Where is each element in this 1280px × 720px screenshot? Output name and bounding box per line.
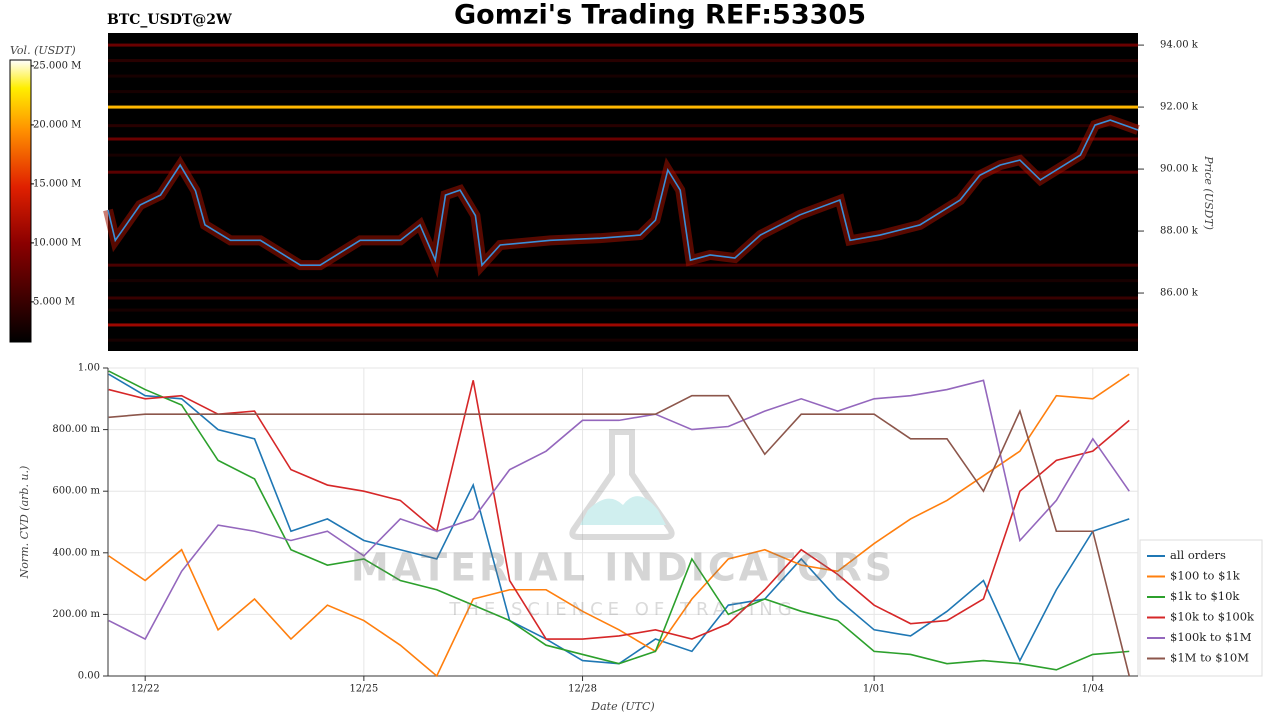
- heatmap-title: BTC_USDT@2W: [107, 12, 232, 28]
- price-axis-label: Price (USDT): [1202, 155, 1215, 230]
- colorbar: 5.000 M 10.000 M 15.000 M 20.000 M 25.000 M: [9, 59, 81, 343]
- liquidity-band: [108, 308, 1138, 312]
- colorbar-label: Vol. (USDT): [10, 44, 76, 57]
- price-tick-label: 90.00 k: [1160, 164, 1199, 175]
- legend-label: $1k to $10k: [1170, 589, 1240, 603]
- colorbar-tick-label: 15.000 M: [33, 178, 81, 189]
- cvd-axis-label: Norm. CVD (arb. u.): [18, 466, 31, 580]
- liquidity-band: [108, 105, 1138, 109]
- legend-label: $100k to $1M: [1170, 630, 1252, 644]
- x-tick-label: 12/25: [349, 684, 378, 695]
- liquidity-band: [108, 124, 1138, 128]
- x-tick-label: 1/01: [863, 684, 885, 695]
- cvd-line: [108, 370, 1130, 671]
- liquidity-band: [108, 296, 1138, 300]
- legend-label: $100 to $1k: [1170, 569, 1241, 583]
- price-tick-label: 86.00 k: [1160, 288, 1199, 299]
- cvd-line: [108, 380, 1130, 640]
- colorbar-tick-label: 25.000 M: [33, 60, 81, 71]
- legend-box: [1139, 539, 1263, 677]
- price-line: [107, 119, 1139, 267]
- price-tick-label: 92.00 k: [1160, 102, 1199, 113]
- y-tick-label: 1.00: [78, 363, 100, 374]
- page-title: Gomzi's Trading REF:53305: [454, 0, 866, 31]
- heatmap-background: [108, 33, 1138, 351]
- y-tick-label: 800.00 m: [52, 424, 100, 435]
- colorbar-tick-label: 20.000 M: [33, 119, 81, 130]
- colorbar-tick-label: 5.000 M: [33, 296, 75, 307]
- watermark-liquid: [580, 496, 666, 525]
- liquidity-band: [108, 338, 1138, 342]
- y-tick-label: 0.00: [78, 671, 100, 682]
- liquidity-band: [108, 43, 1138, 47]
- liquidity-band: [108, 323, 1138, 327]
- cvd-line: [108, 373, 1130, 678]
- cvd-layer: 0.00 200.00 m 400.00 m 600.00 m 800.00 m 1.00…: [52, 363, 1138, 695]
- x-tick-label: 1/04: [1082, 684, 1104, 695]
- legend: all orders $100 to $1k $1k to $10k $10k to …: [1139, 539, 1263, 677]
- liquidity-band: [108, 59, 1138, 63]
- x-tick-label: 12/22: [131, 684, 160, 695]
- colorbar-tick-label: 10.000 M: [33, 237, 81, 248]
- liquidity-band: [108, 279, 1138, 283]
- watermark-tagline: THE SCIENCE OF TRADING: [448, 599, 796, 620]
- cvd-line: [108, 379, 1130, 641]
- heatmap-layer: [103, 43, 1140, 342]
- watermark: MATERIAL INDICATORS THE SCIENCE OF TRADI…: [351, 429, 895, 620]
- liquidity-band: [108, 90, 1138, 94]
- liquidity-band: [108, 170, 1138, 174]
- liquidity-band: [108, 263, 1138, 267]
- y-tick-label: 600.00 m: [52, 486, 100, 497]
- liquidity-band: [108, 137, 1138, 141]
- legend-label: $10k to $100k: [1170, 610, 1255, 624]
- cvd-line: [108, 394, 1131, 677]
- price-tick-label: 88.00 k: [1160, 226, 1199, 237]
- colorbar-scale: [9, 59, 32, 343]
- liquidity-band: [108, 74, 1138, 78]
- price-tick-label: 94.00 k: [1160, 40, 1199, 51]
- liquidity-band: [108, 153, 1138, 157]
- watermark-brand: MATERIAL INDICATORS: [351, 546, 895, 590]
- watermark-flask: [569, 429, 675, 540]
- y-tick-label: 200.00 m: [52, 609, 100, 620]
- x-axis-label: Date (UTC): [590, 700, 654, 713]
- x-tick-label: 12/28: [568, 684, 597, 695]
- y-tick-label: 400.00 m: [52, 547, 100, 558]
- legend-label: all orders: [1170, 548, 1226, 562]
- legend-label: $1M to $10M: [1170, 651, 1249, 665]
